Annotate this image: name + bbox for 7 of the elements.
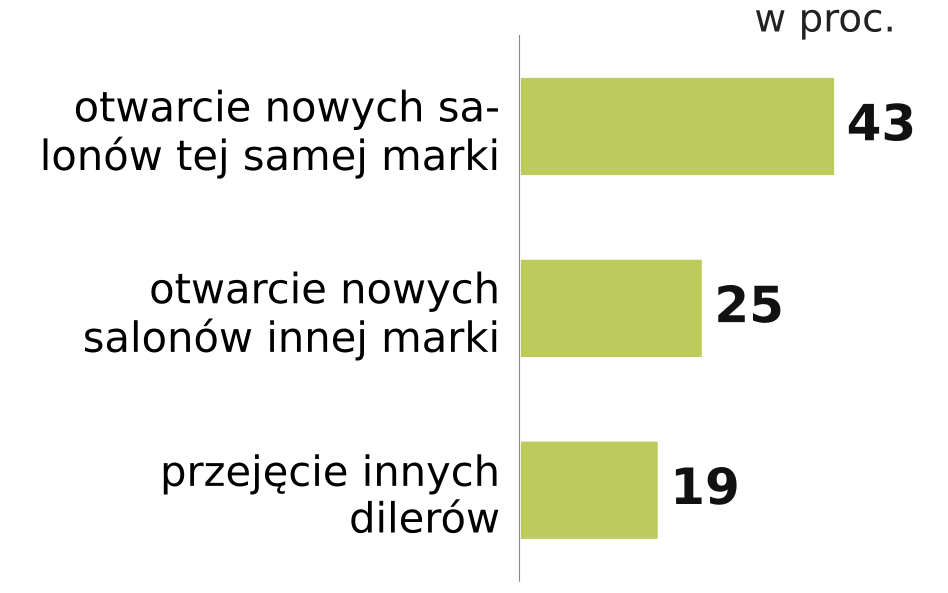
annotation: w proc. — [756, 10, 892, 40]
y-tick-label: otwarcie nowych salonów innej marki — [84, 272, 497, 361]
data-label: 19 — [676, 466, 737, 505]
data-label: 43 — [848, 103, 912, 142]
y-tick-label: przejęcie innych dilerów — [164, 454, 498, 534]
data-label: 25 — [718, 285, 780, 323]
y-tick-label: otwarcie nowych sa- lonów tej samej marki — [44, 90, 498, 179]
